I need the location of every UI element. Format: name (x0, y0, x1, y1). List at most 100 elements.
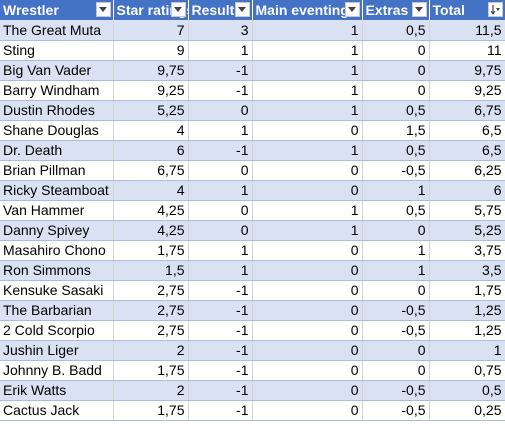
result-cell[interactable]: 1 (188, 180, 253, 201)
wrestler-cell[interactable]: Ron Simmons (0, 260, 114, 281)
wrestler-cell[interactable]: Jushin Liger (0, 340, 114, 361)
result-cell[interactable]: 1 (188, 240, 253, 261)
main-eventing-cell[interactable]: 0 (252, 300, 363, 321)
total-cell[interactable]: 6,75 (429, 100, 505, 121)
wrestler-cell[interactable]: Masahiro Chono (0, 240, 114, 261)
extras-cell[interactable]: 0 (362, 340, 430, 361)
main-eventing-cell[interactable]: 0 (252, 160, 363, 181)
wrestler-cell[interactable]: Kensuke Sasaki (0, 280, 114, 301)
star-ratings-cell[interactable]: 4,25 (113, 220, 189, 241)
sort-descending-filter-icon[interactable] (487, 2, 503, 17)
main-eventing-cell[interactable]: 1 (252, 200, 363, 221)
filter-dropdown-icon[interactable] (170, 2, 186, 17)
result-cell[interactable]: 3 (188, 20, 253, 41)
extras-cell[interactable]: 1 (362, 260, 430, 281)
header-cell-main-eventing[interactable]: Main eventing (252, 0, 363, 20)
main-eventing-cell[interactable]: 1 (252, 140, 363, 161)
total-cell[interactable]: 0,75 (429, 360, 505, 381)
result-cell[interactable]: 0 (188, 100, 253, 121)
star-ratings-cell[interactable]: 2 (113, 380, 189, 401)
star-ratings-cell[interactable]: 4 (113, 120, 189, 141)
total-cell[interactable]: 3,75 (429, 240, 505, 261)
main-eventing-cell[interactable]: 0 (252, 280, 363, 301)
extras-cell[interactable]: -0,5 (362, 380, 430, 401)
header-cell-wrestler[interactable]: Wrestler (0, 0, 114, 20)
result-cell[interactable]: -1 (188, 280, 253, 301)
star-ratings-cell[interactable]: 9,75 (113, 60, 189, 81)
star-ratings-cell[interactable]: 6,75 (113, 160, 189, 181)
total-cell[interactable]: 6,5 (429, 140, 505, 161)
star-ratings-cell[interactable]: 1,5 (113, 260, 189, 281)
extras-cell[interactable]: 0,5 (362, 140, 430, 161)
main-eventing-cell[interactable]: 0 (252, 180, 363, 201)
result-cell[interactable]: -1 (188, 80, 253, 101)
main-eventing-cell[interactable]: 1 (252, 60, 363, 81)
result-cell[interactable]: 1 (188, 40, 253, 61)
extras-cell[interactable]: -0,5 (362, 300, 430, 321)
star-ratings-cell[interactable]: 2 (113, 340, 189, 361)
extras-cell[interactable]: 0,5 (362, 20, 430, 41)
header-cell-result[interactable]: Result (188, 0, 253, 20)
result-cell[interactable]: -1 (188, 340, 253, 361)
extras-cell[interactable]: 0 (362, 360, 430, 381)
wrestler-cell[interactable]: Dustin Rhodes (0, 100, 114, 121)
result-cell[interactable]: 0 (188, 200, 253, 221)
total-cell[interactable]: 6 (429, 180, 505, 201)
wrestler-cell[interactable]: Danny Spivey (0, 220, 114, 241)
total-cell[interactable]: 5,25 (429, 220, 505, 241)
wrestler-cell[interactable]: Brian Pillman (0, 160, 114, 181)
wrestler-cell[interactable]: Johnny B. Badd (0, 360, 114, 381)
extras-cell[interactable]: 0 (362, 60, 430, 81)
total-cell[interactable]: 6,25 (429, 160, 505, 181)
total-cell[interactable]: 1 (429, 340, 505, 361)
star-ratings-cell[interactable]: 9 (113, 40, 189, 61)
wrestler-cell[interactable]: Van Hammer (0, 200, 114, 221)
extras-cell[interactable]: 0,5 (362, 100, 430, 121)
wrestler-cell[interactable]: The Great Muta (0, 20, 114, 41)
result-cell[interactable]: -1 (188, 300, 253, 321)
result-cell[interactable]: -1 (188, 400, 253, 421)
extras-cell[interactable]: 0 (362, 80, 430, 101)
total-cell[interactable]: 11 (429, 40, 505, 61)
star-ratings-cell[interactable]: 5,25 (113, 100, 189, 121)
result-cell[interactable]: 0 (188, 160, 253, 181)
total-cell[interactable]: 6,5 (429, 120, 505, 141)
star-ratings-cell[interactable]: 2,75 (113, 320, 189, 341)
total-cell[interactable]: 0,5 (429, 380, 505, 401)
main-eventing-cell[interactable]: 0 (252, 240, 363, 261)
star-ratings-cell[interactable]: 9,25 (113, 80, 189, 101)
extras-cell[interactable]: 0 (362, 280, 430, 301)
wrestler-cell[interactable]: Ricky Steamboat (0, 180, 114, 201)
star-ratings-cell[interactable]: 4,25 (113, 200, 189, 221)
result-cell[interactable]: -1 (188, 140, 253, 161)
result-cell[interactable]: 1 (188, 120, 253, 141)
star-ratings-cell[interactable]: 1,75 (113, 400, 189, 421)
filter-dropdown-icon[interactable] (344, 2, 360, 17)
result-cell[interactable]: -1 (188, 320, 253, 341)
wrestler-cell[interactable]: Barry Windham (0, 80, 114, 101)
total-cell[interactable]: 9,25 (429, 80, 505, 101)
star-ratings-cell[interactable]: 7 (113, 20, 189, 41)
extras-cell[interactable]: 1 (362, 240, 430, 261)
main-eventing-cell[interactable]: 1 (252, 40, 363, 61)
main-eventing-cell[interactable]: 1 (252, 220, 363, 241)
extras-cell[interactable]: -0,5 (362, 400, 430, 421)
star-ratings-cell[interactable]: 4 (113, 180, 189, 201)
star-ratings-cell[interactable]: 1,75 (113, 240, 189, 261)
star-ratings-cell[interactable]: 2,75 (113, 300, 189, 321)
main-eventing-cell[interactable]: 1 (252, 80, 363, 101)
total-cell[interactable]: 0,25 (429, 400, 505, 421)
header-cell-star-ratings[interactable]: Star ratings (113, 0, 189, 20)
filter-dropdown-icon[interactable] (411, 2, 427, 17)
main-eventing-cell[interactable]: 0 (252, 320, 363, 341)
main-eventing-cell[interactable]: 1 (252, 20, 363, 41)
result-cell[interactable]: -1 (188, 60, 253, 81)
wrestler-cell[interactable]: 2 Cold Scorpio (0, 320, 114, 341)
main-eventing-cell[interactable]: 1 (252, 100, 363, 121)
extras-cell[interactable]: 0,5 (362, 200, 430, 221)
main-eventing-cell[interactable]: 0 (252, 340, 363, 361)
extras-cell[interactable]: 1,5 (362, 120, 430, 141)
result-cell[interactable]: 1 (188, 260, 253, 281)
header-cell-total[interactable]: Total (429, 0, 505, 20)
extras-cell[interactable]: 0 (362, 40, 430, 61)
